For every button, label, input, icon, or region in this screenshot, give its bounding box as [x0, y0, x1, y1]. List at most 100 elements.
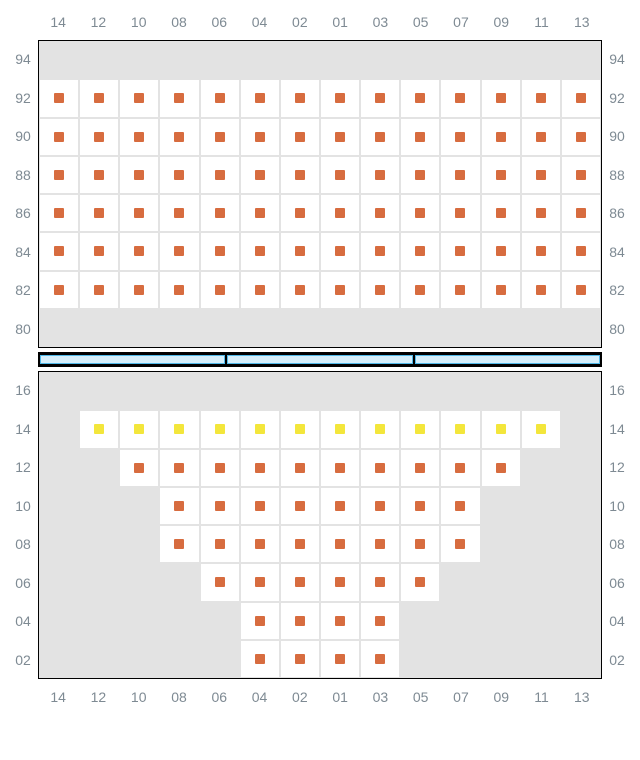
seat[interactable]	[561, 156, 601, 194]
seat[interactable]	[440, 487, 480, 525]
seat[interactable]	[360, 449, 400, 487]
seat[interactable]	[360, 525, 400, 563]
seat[interactable]	[280, 79, 320, 117]
seat[interactable]	[119, 410, 159, 448]
seat[interactable]	[360, 602, 400, 640]
seat[interactable]	[440, 156, 480, 194]
seat[interactable]	[79, 194, 119, 232]
seat[interactable]	[320, 194, 360, 232]
seat[interactable]	[119, 232, 159, 270]
seat[interactable]	[200, 410, 240, 448]
seat[interactable]	[39, 79, 79, 117]
seat[interactable]	[159, 271, 199, 309]
seat[interactable]	[240, 79, 280, 117]
seat[interactable]	[320, 602, 360, 640]
seat[interactable]	[159, 156, 199, 194]
seat[interactable]	[39, 232, 79, 270]
seat[interactable]	[200, 487, 240, 525]
seat[interactable]	[280, 449, 320, 487]
seat[interactable]	[200, 118, 240, 156]
seat[interactable]	[320, 271, 360, 309]
seat[interactable]	[280, 156, 320, 194]
seat[interactable]	[240, 232, 280, 270]
seat[interactable]	[240, 156, 280, 194]
seat[interactable]	[440, 525, 480, 563]
seat[interactable]	[481, 271, 521, 309]
seat[interactable]	[400, 232, 440, 270]
seat[interactable]	[400, 118, 440, 156]
seat[interactable]	[521, 232, 561, 270]
seat[interactable]	[561, 194, 601, 232]
seat[interactable]	[280, 232, 320, 270]
seat[interactable]	[561, 118, 601, 156]
seat[interactable]	[280, 410, 320, 448]
seat[interactable]	[159, 449, 199, 487]
seat[interactable]	[360, 232, 400, 270]
seat[interactable]	[400, 449, 440, 487]
seat[interactable]	[159, 79, 199, 117]
seat[interactable]	[119, 79, 159, 117]
seat[interactable]	[280, 487, 320, 525]
seat[interactable]	[79, 79, 119, 117]
seat[interactable]	[320, 156, 360, 194]
seat[interactable]	[79, 410, 119, 448]
seat[interactable]	[280, 194, 320, 232]
seat[interactable]	[200, 194, 240, 232]
seat[interactable]	[119, 194, 159, 232]
seat[interactable]	[39, 118, 79, 156]
seat[interactable]	[360, 194, 400, 232]
seat[interactable]	[240, 271, 280, 309]
seat[interactable]	[360, 156, 400, 194]
seat[interactable]	[240, 640, 280, 678]
seat[interactable]	[481, 410, 521, 448]
seat[interactable]	[200, 156, 240, 194]
seat[interactable]	[440, 410, 480, 448]
seat[interactable]	[320, 79, 360, 117]
seat[interactable]	[440, 79, 480, 117]
seat[interactable]	[159, 232, 199, 270]
seat[interactable]	[481, 194, 521, 232]
seat[interactable]	[360, 118, 400, 156]
seat[interactable]	[320, 118, 360, 156]
seat[interactable]	[440, 118, 480, 156]
seat[interactable]	[400, 79, 440, 117]
seat[interactable]	[360, 271, 400, 309]
seat[interactable]	[39, 194, 79, 232]
seat[interactable]	[481, 449, 521, 487]
seat[interactable]	[440, 449, 480, 487]
seat[interactable]	[200, 449, 240, 487]
seat[interactable]	[79, 156, 119, 194]
seat[interactable]	[200, 271, 240, 309]
seat[interactable]	[39, 156, 79, 194]
seat[interactable]	[240, 563, 280, 601]
seat[interactable]	[320, 525, 360, 563]
seat[interactable]	[440, 271, 480, 309]
seat[interactable]	[280, 563, 320, 601]
seat[interactable]	[200, 232, 240, 270]
seat[interactable]	[159, 410, 199, 448]
seat[interactable]	[159, 487, 199, 525]
seat[interactable]	[280, 118, 320, 156]
seat[interactable]	[561, 232, 601, 270]
seat[interactable]	[360, 563, 400, 601]
seat[interactable]	[280, 602, 320, 640]
seat[interactable]	[481, 156, 521, 194]
seat[interactable]	[280, 525, 320, 563]
seat[interactable]	[521, 156, 561, 194]
seat[interactable]	[240, 410, 280, 448]
seat[interactable]	[240, 449, 280, 487]
seat[interactable]	[79, 118, 119, 156]
seat[interactable]	[521, 410, 561, 448]
seat[interactable]	[240, 118, 280, 156]
seat[interactable]	[320, 410, 360, 448]
seat[interactable]	[440, 194, 480, 232]
seat[interactable]	[360, 640, 400, 678]
seat[interactable]	[320, 563, 360, 601]
seat[interactable]	[320, 487, 360, 525]
seat[interactable]	[400, 271, 440, 309]
seat[interactable]	[280, 271, 320, 309]
seat[interactable]	[400, 487, 440, 525]
seat[interactable]	[521, 194, 561, 232]
seat[interactable]	[159, 525, 199, 563]
seat[interactable]	[400, 563, 440, 601]
